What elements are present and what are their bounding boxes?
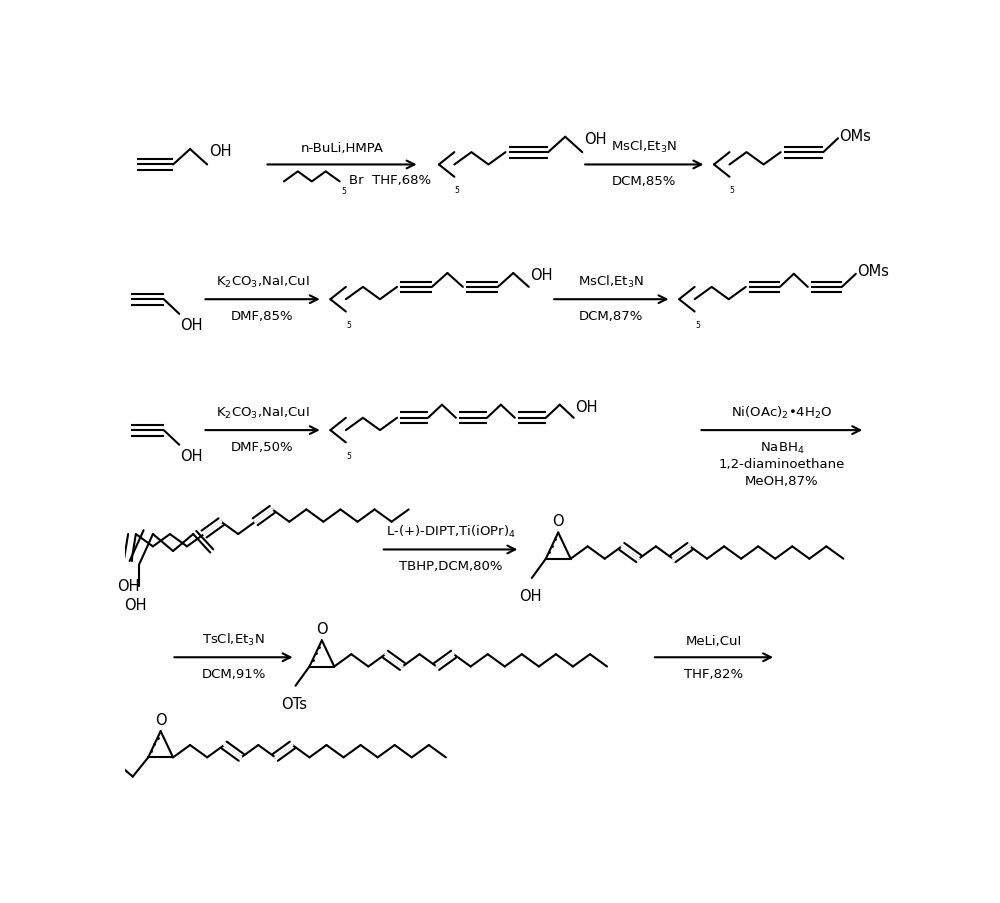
Text: Br  THF,68%: Br THF,68% [349, 174, 431, 187]
Text: NaBH$_4$: NaBH$_4$ [760, 441, 804, 456]
Text: OH: OH [180, 318, 203, 332]
Text: O: O [552, 513, 564, 528]
Text: TBHP,DCM,80%: TBHP,DCM,80% [399, 560, 502, 573]
Text: OH: OH [118, 578, 140, 593]
Text: K$_2$CO$_3$,NaI,CuI: K$_2$CO$_3$,NaI,CuI [216, 275, 309, 290]
Text: OMs: OMs [857, 264, 889, 279]
Text: DMF,50%: DMF,50% [231, 441, 294, 453]
Text: L-(+)-DIPT,Ti(iOPr)$_4$: L-(+)-DIPT,Ti(iOPr)$_4$ [386, 524, 515, 540]
Text: MsCl,Et$_3$N: MsCl,Et$_3$N [578, 274, 644, 290]
Text: TsCl,Et$_3$N: TsCl,Et$_3$N [202, 631, 265, 647]
Text: OH: OH [575, 399, 598, 414]
Text: DCM,87%: DCM,87% [579, 310, 644, 323]
Text: O: O [316, 621, 328, 636]
Text: THF,82%: THF,82% [684, 667, 744, 681]
Text: $_5$: $_5$ [346, 450, 352, 462]
Text: DCM,91%: DCM,91% [201, 667, 266, 681]
Text: OH: OH [530, 268, 553, 283]
Text: MsCl,Et$_3$N: MsCl,Et$_3$N [611, 139, 677, 155]
Text: DCM,85%: DCM,85% [612, 175, 676, 188]
Text: MeOH,87%: MeOH,87% [745, 474, 819, 488]
Text: OH: OH [209, 144, 231, 159]
Text: OMs: OMs [840, 128, 871, 144]
Text: $_5$: $_5$ [454, 184, 461, 197]
Text: n-BuLi,HMPA: n-BuLi,HMPA [300, 143, 384, 155]
Text: Ni(OAc)$_2$•4H$_2$O: Ni(OAc)$_2$•4H$_2$O [731, 405, 833, 421]
Text: 1,2-diaminoethane: 1,2-diaminoethane [719, 458, 845, 470]
Text: $_5$: $_5$ [729, 184, 736, 197]
Text: O: O [155, 712, 166, 727]
Text: MeLi,CuI: MeLi,CuI [686, 635, 742, 647]
Text: OH: OH [125, 598, 147, 612]
Text: DMF,85%: DMF,85% [231, 310, 294, 323]
Text: OH: OH [519, 589, 542, 603]
Text: OH: OH [584, 132, 606, 146]
Text: $_5$: $_5$ [346, 319, 352, 331]
Text: OH: OH [180, 449, 203, 463]
Text: K$_2$CO$_3$,NaI,CuI: K$_2$CO$_3$,NaI,CuI [216, 405, 309, 421]
Text: $_5$: $_5$ [341, 185, 348, 198]
Text: $_5$: $_5$ [695, 319, 701, 331]
Text: OTs: OTs [281, 696, 307, 711]
